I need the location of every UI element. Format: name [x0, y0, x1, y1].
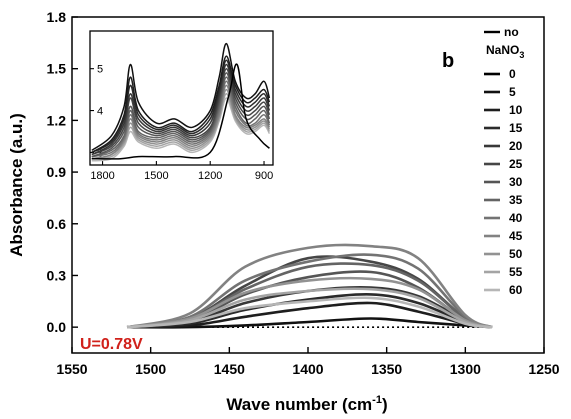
- legend-label-0: 0: [509, 67, 516, 81]
- legend-label-40: 40: [509, 211, 523, 225]
- legend-label-20: 20: [509, 139, 523, 153]
- legend-label-10: 10: [509, 103, 523, 117]
- legend: no NaNO3 0 5 10 15 20 25 30 35 40 45 50 55 60: [484, 25, 524, 297]
- legend-label-45: 45: [509, 229, 523, 243]
- x-tick-label: 1300: [450, 361, 481, 377]
- legend-label-55: 55: [509, 265, 523, 279]
- legend-label-5: 5: [509, 85, 516, 99]
- y-tick-label: 0.0: [47, 319, 67, 335]
- legend-label-30: 30: [509, 175, 523, 189]
- inset-series-line-10: [91, 55, 271, 154]
- legend-label-50: 50: [509, 247, 523, 261]
- inset-x-tick-label: 1200: [198, 170, 222, 182]
- legend-title-line1: no: [504, 25, 519, 39]
- series-line-55: [126, 287, 493, 329]
- legend-label-15: 15: [509, 121, 523, 135]
- series-line-40: [126, 253, 493, 329]
- y-tick-label: 1.5: [47, 61, 67, 77]
- inset-series-line-30: [91, 72, 271, 158]
- series-line-60: [126, 296, 493, 329]
- legend-label-60: 60: [509, 283, 523, 297]
- legend-label-25: 25: [509, 157, 523, 171]
- y-tick-label: 0.6: [47, 216, 67, 232]
- inset-series-line-60: [91, 97, 271, 162]
- legend-label-35: 35: [509, 193, 523, 207]
- inset-series-line-20: [91, 63, 271, 156]
- y-axis-label: Absorbance (a.u.): [7, 113, 26, 257]
- inset-chart: 345 1800 1500 1200 900: [89, 30, 274, 182]
- series-line-50: [126, 276, 493, 329]
- y-tick-label: 1.8: [47, 9, 67, 25]
- inset-series-line-15: [91, 59, 271, 154]
- series-line-45: [126, 243, 493, 329]
- y-tick-label: 0.3: [47, 267, 67, 283]
- x-tick-label: 1400: [292, 361, 323, 377]
- legend-title-line2: NaNO3: [486, 43, 524, 60]
- inset-y-tick-label: 4: [97, 106, 103, 118]
- y-tick-label: 0.9: [47, 164, 67, 180]
- inset-series-line-5: [91, 42, 271, 151]
- x-tick-label: 1250: [528, 361, 559, 377]
- x-tick-label: 1500: [135, 361, 166, 377]
- inset-x-tick-label: 1800: [90, 170, 114, 182]
- inset-x-tick-label: 900: [255, 170, 273, 182]
- x-tick-label: 1450: [214, 361, 245, 377]
- x-tick-label: 1550: [56, 361, 87, 377]
- series-line-5: [127, 317, 493, 329]
- voltage-annotation: U=0.78V: [80, 336, 143, 353]
- inset-series-line-0: [91, 63, 270, 160]
- inset-x-tick-label: 1500: [144, 170, 168, 182]
- panel-label: b: [442, 50, 454, 72]
- inset-y-tick-label: 5: [97, 64, 103, 76]
- x-axis-label: Wave number (cm-1): [226, 394, 387, 414]
- y-tick-label: 1.2: [47, 112, 67, 128]
- x-tick-label: 1350: [371, 361, 402, 377]
